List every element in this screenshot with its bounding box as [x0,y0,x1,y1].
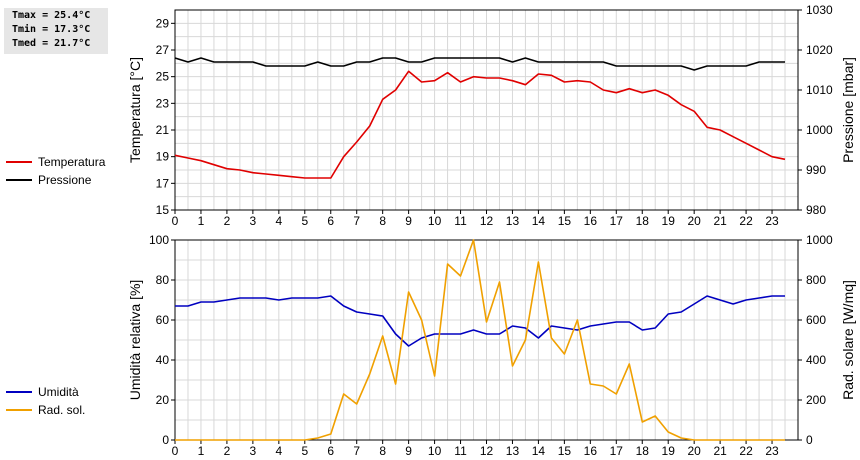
y-tick-label: 23 [156,96,170,110]
y-tick-label: 17 [156,176,170,190]
y-tick-label: 25 [156,70,170,84]
x-tick-label: 21 [713,214,727,228]
series-line-rad-sol [175,239,785,441]
y2-tick-label: 990 [806,163,826,177]
stat-tmed: Tmed = 21.7°C [12,38,91,49]
x-tick-label: 7 [353,214,360,228]
x-tick-label: 15 [558,444,572,458]
x-tick-label: 18 [636,444,650,458]
x-tick-label: 13 [506,214,520,228]
y2-axis-title: Rad. solare [W/mq] [840,280,856,400]
stats-box: Tmax = 25.4°C Tmin = 17.3°C Tmed = 21.7°… [4,8,108,54]
legend-label-umidita: Umidità [38,385,79,399]
x-tick-label: 5 [301,214,308,228]
x-tick-label: 20 [687,444,701,458]
y2-tick-label: 1000 [806,233,833,247]
y2-tick-label: 1020 [806,43,833,57]
x-tick-label: 19 [662,444,676,458]
y-tick-label: 19 [156,150,170,164]
stat-tmax: Tmax = 25.4°C [12,10,91,21]
y-tick-label: 21 [156,123,170,137]
x-tick-label: 3 [250,444,257,458]
stat-tmin: Tmin = 17.3°C [12,24,91,35]
grid [174,9,799,211]
series-line-temperatura [174,70,786,179]
y2-tick-label: 1030 [806,3,833,17]
legend-swatch-temperatura [6,161,32,163]
x-tick-label: 1 [198,214,205,228]
chart-panel-2: 0 1 2 3 4 5 6 7 8 9 10 11 12 13 14 15 16 17 18 19 20 21 22 2302… [127,233,856,458]
x-tick-label: 21 [713,444,727,458]
y-axis-title: Temperatura [°C] [127,57,143,163]
y2-tick-label: 1010 [806,83,833,97]
x-tick-label: 2 [224,444,231,458]
x-tick-label: 16 [584,214,598,228]
grid [174,239,799,441]
x-tick-label: 6 [327,214,334,228]
x-tick-label: 23 [765,444,779,458]
legend-label-temperatura: Temperatura [38,155,106,169]
x-tick-label: 13 [506,444,520,458]
legend-swatch-umidita [6,391,32,393]
x-tick-label: 2 [224,214,231,228]
x-tick-label: 15 [558,214,572,228]
x-tick-label: 23 [765,214,779,228]
y2-axis-title: Pressione [mbar] [840,57,856,163]
x-tick-label: 14 [532,214,546,228]
y-tick-label: 80 [156,273,170,287]
chart-panel-1: 0 1 2 3 4 5 6 7 8 9 10 11 12 13 14 15 16 17 18 19 20 21 22 2315… [127,3,856,228]
y-tick-label: 60 [156,313,170,327]
x-tick-label: 12 [480,214,494,228]
x-tick-label: 14 [532,444,546,458]
legend-swatch-rad-sol [6,409,32,411]
y-tick-label: 20 [156,393,170,407]
y2-tick-label: 980 [806,203,826,217]
y2-tick-label: 1000 [806,123,833,137]
x-tick-label: 19 [662,214,676,228]
x-tick-label: 16 [584,444,598,458]
x-tick-label: 11 [454,444,467,458]
y-tick-label: 0 [162,433,169,447]
x-tick-label: 17 [610,214,624,228]
y2-tick-label: 200 [806,393,826,407]
y2-tick-label: 400 [806,353,826,367]
x-tick-label: 12 [480,444,494,458]
x-tick-label: 17 [610,444,624,458]
x-tick-label: 3 [250,214,257,228]
legend-label-pressione: Pressione [38,173,92,187]
x-tick-label: 6 [327,444,334,458]
x-tick-label: 22 [739,444,753,458]
legend-swatch-pressione [6,179,32,181]
x-tick-label: 0 [172,214,179,228]
y-tick-label: 29 [156,16,170,30]
y2-tick-label: 800 [806,273,826,287]
x-tick-label: 4 [275,214,282,228]
x-tick-label: 8 [379,214,386,228]
x-tick-label: 7 [353,444,360,458]
y-tick-label: 100 [149,233,169,247]
y2-tick-label: 600 [806,313,826,327]
y-tick-label: 15 [156,203,170,217]
x-tick-label: 8 [379,444,386,458]
x-tick-label: 11 [454,214,467,228]
legend-label-rad-sol: Rad. sol. [38,403,86,417]
x-tick-label: 20 [687,214,701,228]
y2-tick-label: 0 [806,433,813,447]
x-tick-label: 10 [428,214,442,228]
y-tick-label: 40 [156,353,170,367]
x-tick-label: 10 [428,444,442,458]
x-tick-label: 9 [405,444,412,458]
x-tick-label: 1 [198,444,205,458]
x-tick-label: 22 [739,214,753,228]
series-line-umidit [175,295,785,347]
series-line-pressione [174,57,785,71]
x-tick-label: 18 [636,214,650,228]
x-tick-label: 0 [172,444,179,458]
x-tick-label: 5 [301,444,308,458]
x-tick-label: 4 [275,444,282,458]
y-tick-label: 27 [156,43,170,57]
y-axis-title: Umidità relativa [%] [127,280,143,401]
x-tick-label: 9 [405,214,412,228]
